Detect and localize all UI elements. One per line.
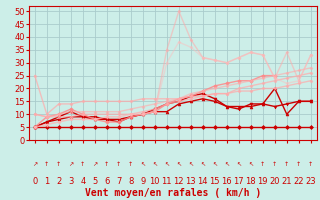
Text: 18: 18: [245, 178, 256, 186]
Text: ↑: ↑: [128, 162, 133, 168]
Text: 17: 17: [234, 178, 244, 186]
Text: 20: 20: [269, 178, 280, 186]
Text: ↗: ↗: [92, 162, 97, 168]
Text: 9: 9: [140, 178, 145, 186]
Text: ↗: ↗: [32, 162, 37, 168]
Text: ↑: ↑: [116, 162, 121, 168]
Text: 15: 15: [210, 178, 220, 186]
Text: 0: 0: [32, 178, 37, 186]
Text: 12: 12: [173, 178, 184, 186]
Text: ↖: ↖: [236, 162, 241, 168]
Text: 22: 22: [293, 178, 304, 186]
Text: 11: 11: [162, 178, 172, 186]
Text: ↗: ↗: [68, 162, 73, 168]
Text: 6: 6: [104, 178, 109, 186]
Text: ↖: ↖: [212, 162, 217, 168]
Text: ↖: ↖: [140, 162, 145, 168]
Text: ↑: ↑: [308, 162, 313, 168]
Text: ↖: ↖: [176, 162, 181, 168]
Text: 14: 14: [197, 178, 208, 186]
Text: 16: 16: [221, 178, 232, 186]
Text: 5: 5: [92, 178, 97, 186]
Text: 3: 3: [68, 178, 74, 186]
Text: ↖: ↖: [248, 162, 253, 168]
Text: ↖: ↖: [164, 162, 169, 168]
Text: Vent moyen/en rafales ( km/h ): Vent moyen/en rafales ( km/h ): [85, 188, 261, 198]
Text: 13: 13: [186, 178, 196, 186]
Text: 8: 8: [128, 178, 133, 186]
Text: ↑: ↑: [56, 162, 61, 168]
Text: ↑: ↑: [260, 162, 265, 168]
Text: ↑: ↑: [272, 162, 277, 168]
Text: ↑: ↑: [284, 162, 289, 168]
Text: 19: 19: [258, 178, 268, 186]
Text: ↖: ↖: [224, 162, 229, 168]
Text: ↑: ↑: [80, 162, 85, 168]
Text: ↑: ↑: [44, 162, 49, 168]
Text: 10: 10: [149, 178, 160, 186]
Text: ↑: ↑: [104, 162, 109, 168]
Text: 4: 4: [80, 178, 85, 186]
Text: 23: 23: [306, 178, 316, 186]
Text: ↖: ↖: [200, 162, 205, 168]
Text: 7: 7: [116, 178, 122, 186]
Text: 21: 21: [282, 178, 292, 186]
Text: ↑: ↑: [296, 162, 301, 168]
Text: ↖: ↖: [188, 162, 193, 168]
Text: 1: 1: [44, 178, 49, 186]
Text: ↖: ↖: [152, 162, 157, 168]
Text: 2: 2: [56, 178, 61, 186]
